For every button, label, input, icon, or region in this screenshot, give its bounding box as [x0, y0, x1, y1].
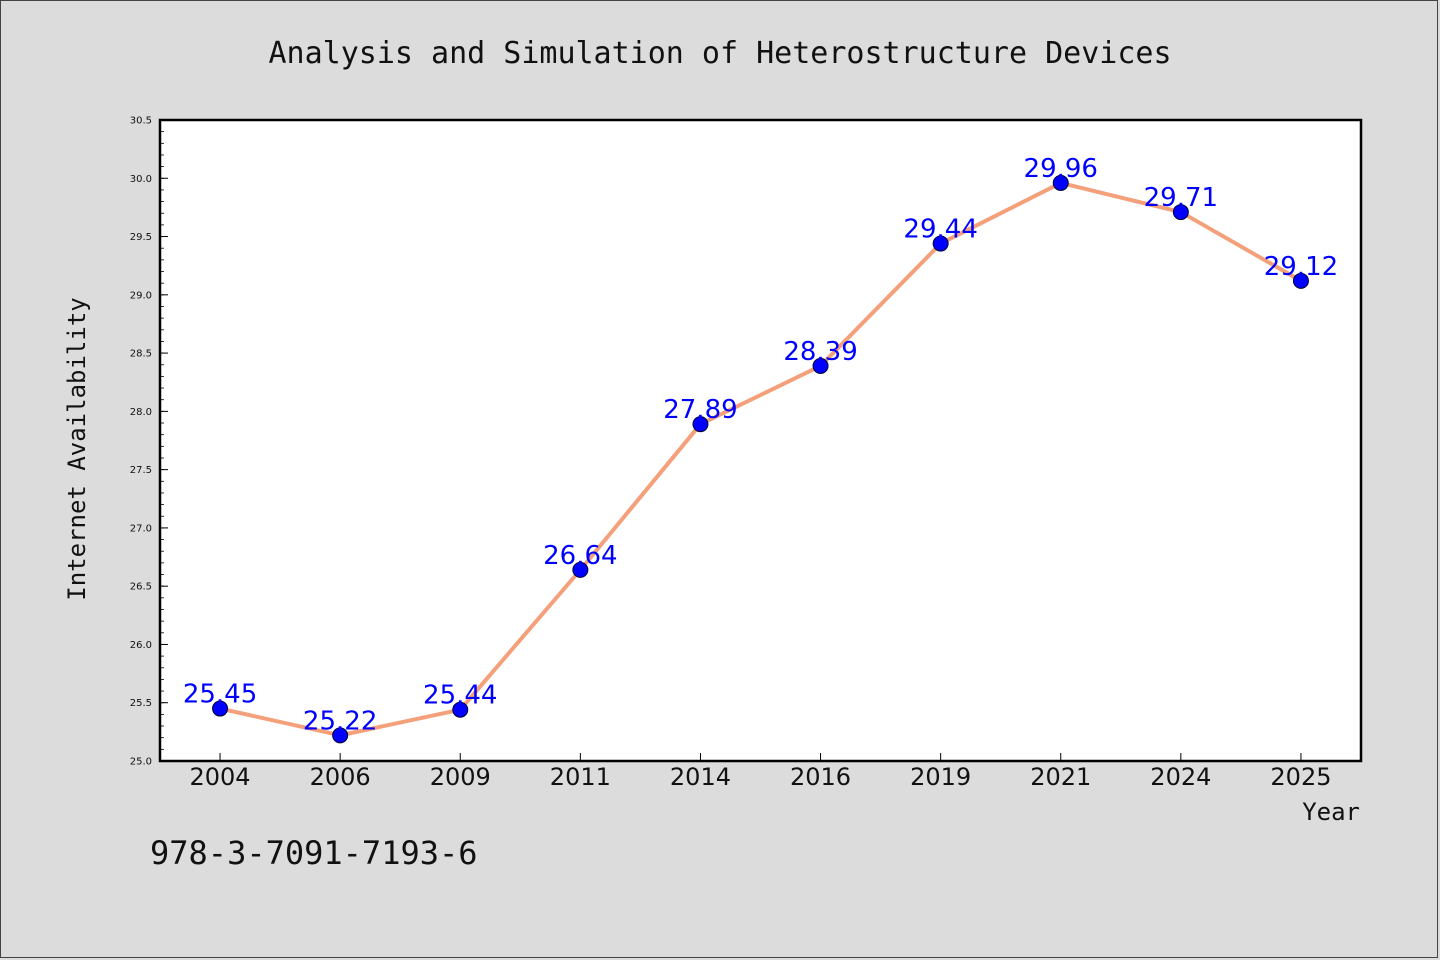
- x-tick-label: 2019: [910, 763, 971, 791]
- y-tick-label: 29.5: [130, 232, 152, 243]
- x-tick-label: 2021: [1030, 763, 1091, 791]
- data-label: 29.96: [1024, 154, 1098, 184]
- data-point: [452, 701, 469, 718]
- isbn-text: 978-3-7091-7193-6: [150, 834, 478, 872]
- data-point: [692, 416, 709, 433]
- chart-title: Analysis and Simulation of Heterostructu…: [268, 36, 1171, 71]
- data-point: [812, 357, 829, 374]
- data-label: 29.44: [903, 215, 977, 245]
- y-tick-label: 26.0: [130, 640, 152, 651]
- data-point: [212, 700, 229, 717]
- x-axis: 2004 2006 2009 2011 2014 2016 2019 2021 2024 2025: [190, 753, 1331, 791]
- y-tick-label: 27.5: [130, 465, 152, 476]
- data-label: 28.39: [783, 337, 857, 367]
- series-line-group: [212, 174, 1309, 744]
- y-tick-label: 25.0: [130, 757, 152, 768]
- data-label: 25.22: [303, 706, 377, 736]
- y-tick-label: 28.5: [130, 349, 152, 360]
- data-label: 25.45: [183, 680, 257, 710]
- data-label: 25.44: [423, 681, 497, 711]
- x-axis-label: Year: [1302, 798, 1360, 826]
- data-label: 29.12: [1264, 252, 1338, 282]
- data-point: [572, 561, 589, 578]
- data-label: 26.64: [543, 541, 617, 571]
- data-labels-group: 25.45 25.22 25.44 26.64 27.89 28.39 29.44 29.96…: [183, 154, 1338, 736]
- x-tick-label: 2016: [790, 763, 851, 791]
- plot-area: [158, 118, 1363, 763]
- data-point: [332, 727, 349, 744]
- series-line: [219, 180, 1302, 738]
- x-tick-label: 2024: [1150, 763, 1211, 791]
- y-tick-label: 30.5: [130, 116, 152, 127]
- x-tick-label: 2009: [430, 763, 491, 791]
- data-label: 27.89: [663, 395, 737, 425]
- x-tick-label: 2004: [190, 763, 251, 791]
- data-point: [1292, 272, 1309, 289]
- y-axis-label: Internet Availability: [63, 297, 91, 600]
- y-axis: 25.0 25.5 26.0 26.5 27.0 27.5 28.0 28.5 29.0 29.5…: [130, 116, 168, 768]
- data-label: 29.71: [1144, 183, 1218, 213]
- data-point: [1052, 174, 1069, 191]
- data-point: [932, 235, 949, 252]
- x-tick-label: 2006: [310, 763, 371, 791]
- data-point: [1172, 204, 1189, 221]
- y-tick-label: 25.5: [130, 698, 152, 709]
- y-tick-label: 27.0: [130, 523, 152, 534]
- y-tick-label: 30.0: [130, 174, 152, 185]
- y-tick-label: 26.5: [130, 582, 152, 593]
- x-tick-label: 2011: [550, 763, 611, 791]
- y-tick-label: 28.0: [130, 407, 152, 418]
- x-tick-label: 2025: [1270, 763, 1331, 791]
- y-tick-label: 29.0: [130, 290, 152, 301]
- x-tick-label: 2014: [670, 763, 731, 791]
